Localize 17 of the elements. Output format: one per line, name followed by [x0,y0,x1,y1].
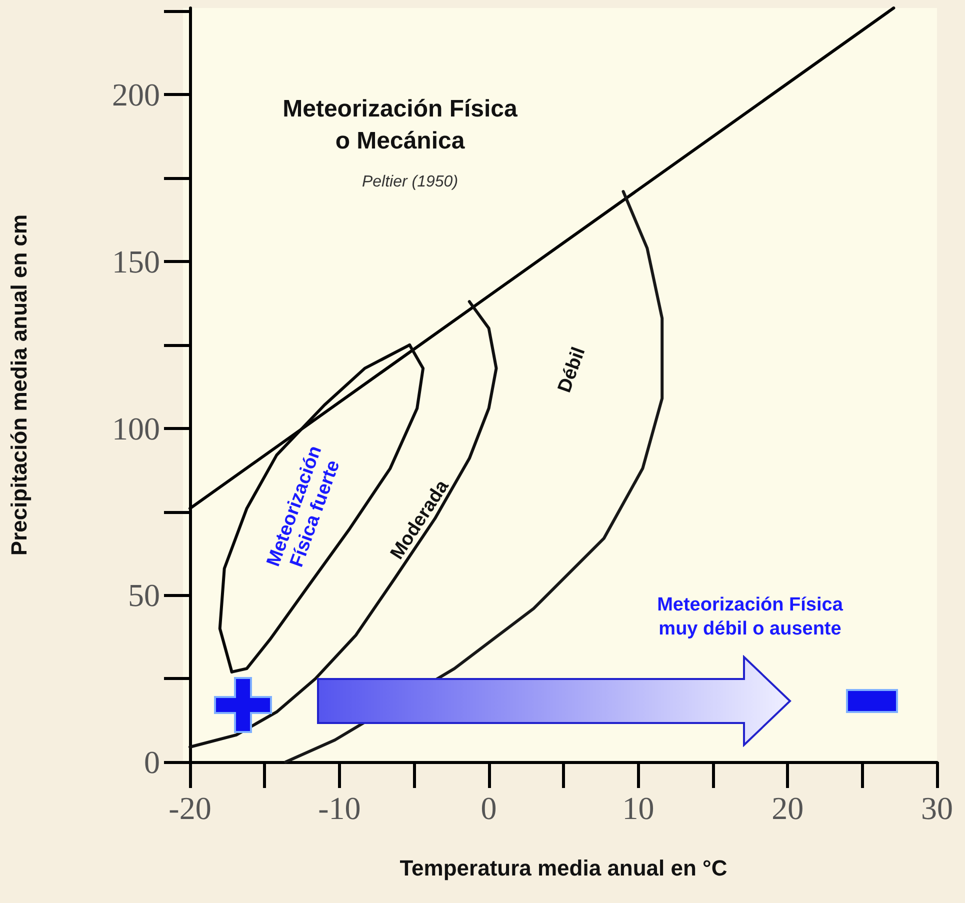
x-tick-label: -20 [168,790,212,826]
annotation: Meteorización Física muy débil o ausente [657,594,844,640]
annotation: Meteorización Física o Mecánica [282,96,518,154]
y-tick-label: 50 [128,577,160,614]
y-tick-label: 0 [144,744,160,780]
y-axis-title: Precipitación media anual en cm [6,214,32,556]
x-tick-label: -10 [318,790,361,826]
annotation: Peltier (1950) [362,174,458,190]
x-tick-label: 10 [622,790,654,826]
y-tick-label: 100 [112,410,160,446]
x-tick-label: 30 [921,790,953,826]
y-tick-label: 150 [112,244,160,280]
annotation: Débil [554,344,590,396]
x-tick-label: 20 [772,790,804,826]
y-tick-label: 200 [112,76,160,113]
x-tick-label: 0 [480,790,497,826]
x-axis-title: Temperatura media anual en °C [400,856,728,880]
